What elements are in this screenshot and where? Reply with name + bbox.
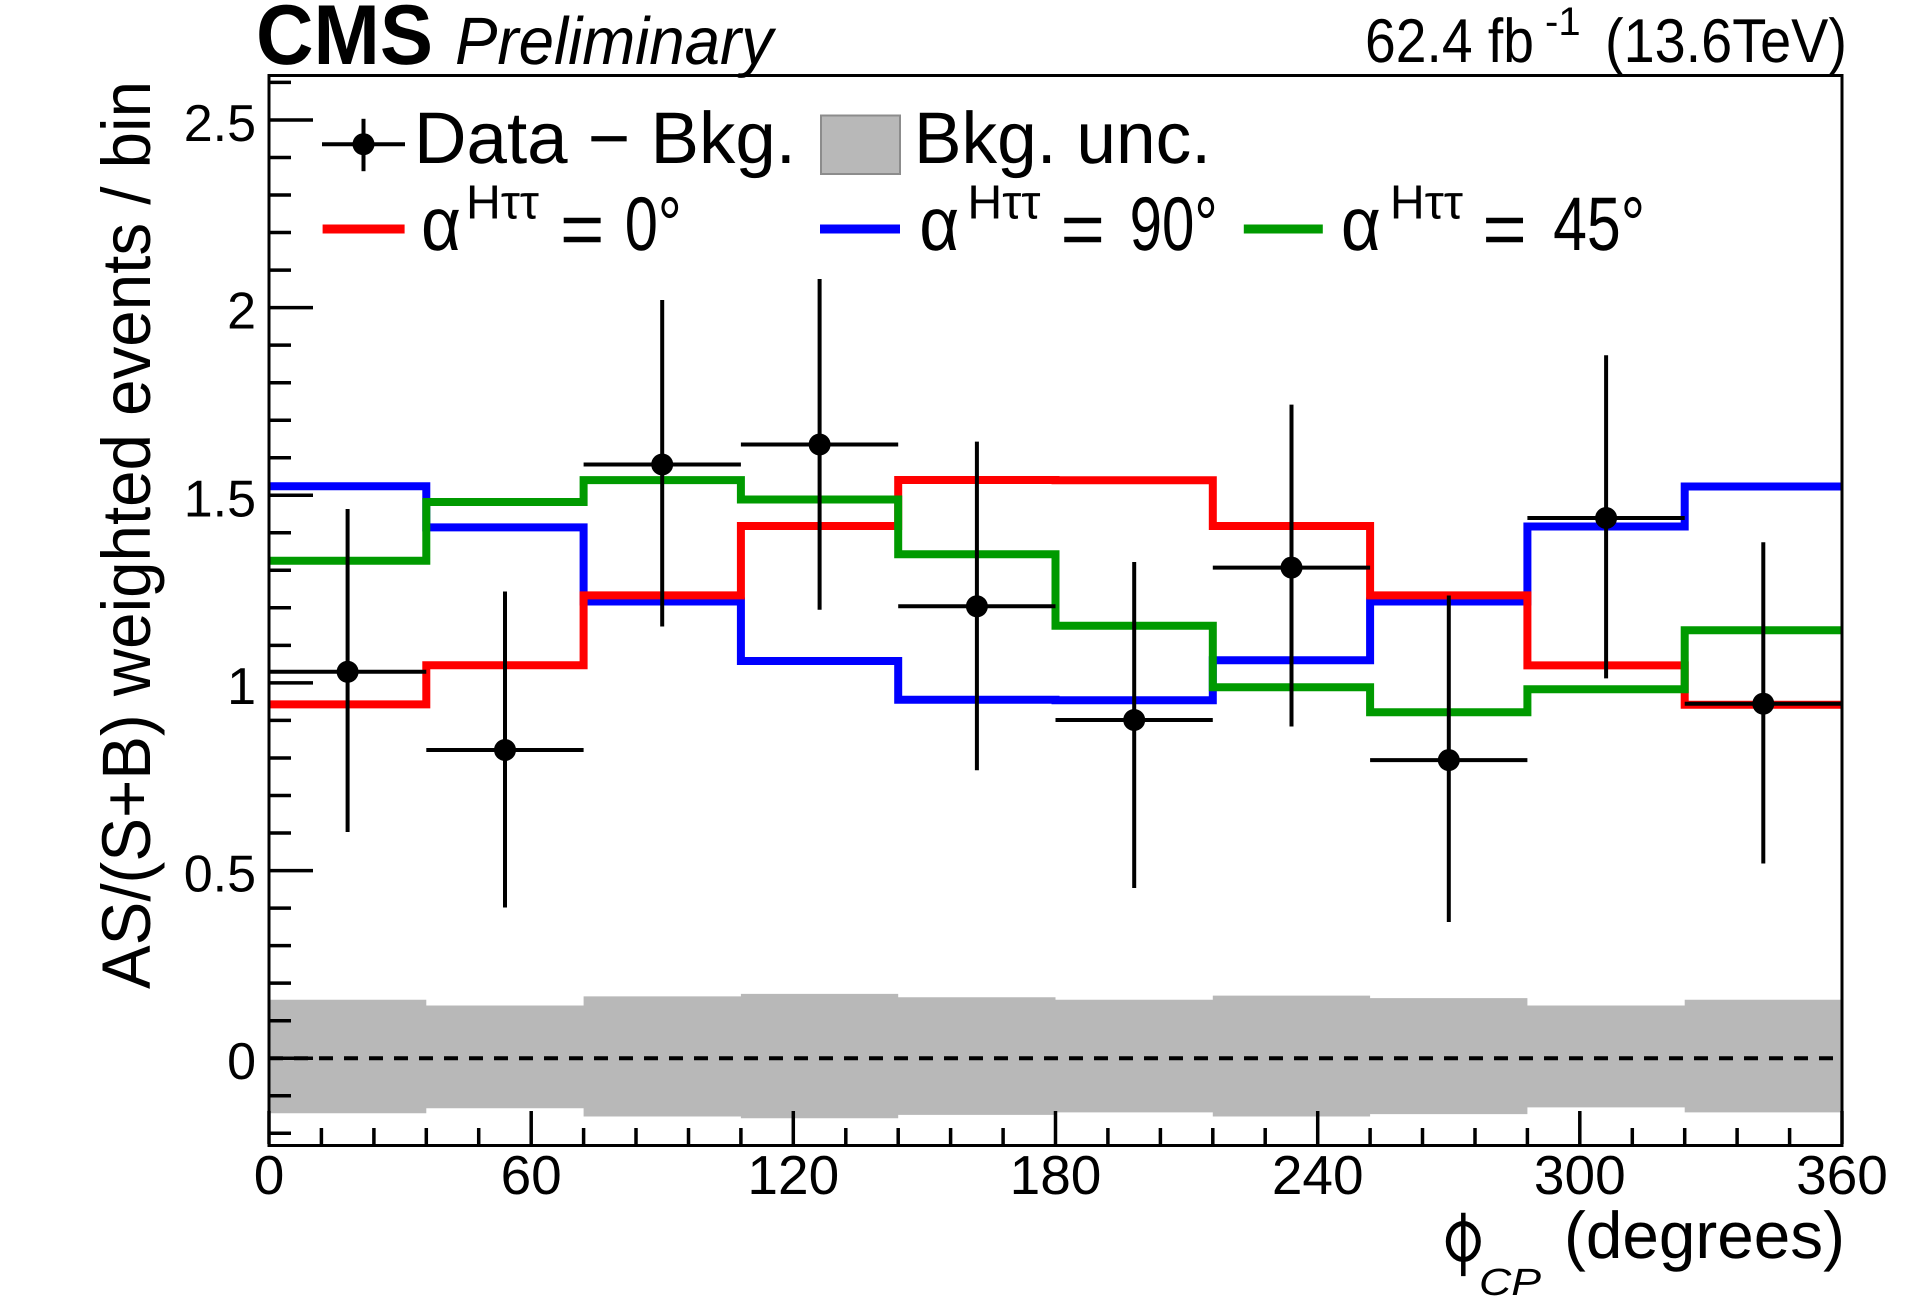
svg-text:0°: 0° xyxy=(625,182,682,267)
svg-text:0.5: 0.5 xyxy=(184,846,256,904)
svg-text:Hττ: Hττ xyxy=(1390,177,1463,230)
svg-text:CMS: CMS xyxy=(256,0,433,83)
svg-text:=: = xyxy=(560,187,604,272)
svg-text:120: 120 xyxy=(747,1144,839,1206)
svg-text:300: 300 xyxy=(1534,1144,1626,1206)
svg-text:1.5: 1.5 xyxy=(184,470,256,528)
svg-text:180: 180 xyxy=(1010,1144,1102,1206)
svg-text:360: 360 xyxy=(1796,1144,1888,1206)
svg-text:0: 0 xyxy=(254,1144,285,1206)
svg-text:=: = xyxy=(1061,187,1105,272)
svg-text:2.5: 2.5 xyxy=(184,95,256,153)
svg-text:2: 2 xyxy=(227,283,256,341)
svg-text:α: α xyxy=(1341,182,1381,267)
svg-text:Bkg. unc.: Bkg. unc. xyxy=(914,98,1211,179)
svg-text:60: 60 xyxy=(501,1144,562,1206)
svg-text:Hττ: Hττ xyxy=(466,177,539,230)
svg-text:1: 1 xyxy=(227,658,256,716)
svg-text:=: = xyxy=(1482,187,1526,272)
svg-text:45°: 45° xyxy=(1553,182,1645,267)
svg-text:0: 0 xyxy=(227,1033,256,1091)
svg-text:90°: 90° xyxy=(1130,182,1218,267)
svg-text:α: α xyxy=(919,182,959,267)
svg-text:-1: -1 xyxy=(1545,0,1581,44)
svg-text:240: 240 xyxy=(1272,1144,1364,1206)
svg-text:(13.6TeV): (13.6TeV) xyxy=(1605,7,1847,76)
svg-text:Hττ: Hττ xyxy=(967,177,1040,230)
svg-text:(degrees): (degrees) xyxy=(1564,1198,1845,1272)
svg-text:α: α xyxy=(421,182,461,267)
svg-text:Data − Bkg.: Data − Bkg. xyxy=(414,98,796,179)
svg-text:AS/(S+B) weighted events / bin: AS/(S+B) weighted events / bin xyxy=(88,81,165,989)
svg-text:Preliminary: Preliminary xyxy=(455,4,776,79)
svg-text:62.4 fb: 62.4 fb xyxy=(1365,7,1534,76)
svg-text:CP: CP xyxy=(1479,1262,1542,1301)
